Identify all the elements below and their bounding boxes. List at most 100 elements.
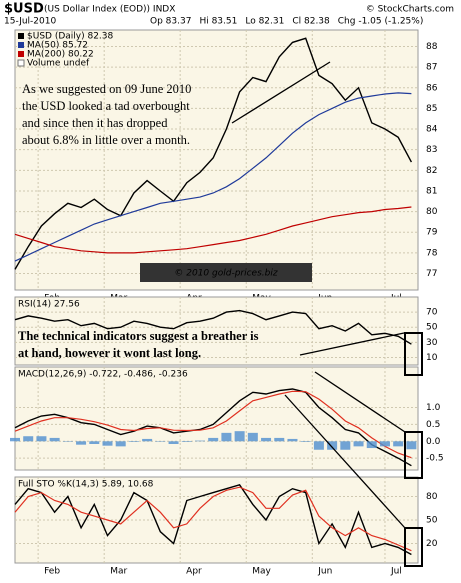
annotation-lines bbox=[231, 61, 423, 567]
annotation: at hand, however it wont last long. bbox=[18, 346, 201, 360]
legend-swatch bbox=[18, 51, 24, 57]
y-tick-label: 83 bbox=[426, 145, 437, 155]
y-tick-label: 79 bbox=[426, 228, 438, 238]
y-tick-label: 30 bbox=[426, 338, 438, 348]
series-line bbox=[14, 92, 412, 262]
x-tick-label: Apr bbox=[186, 567, 202, 577]
histogram-bar bbox=[115, 441, 126, 447]
panel-title: MACD(12,26,9) -0.722, -0.486, -0.236 bbox=[18, 370, 188, 380]
y-tick-label: 86 bbox=[426, 83, 438, 93]
histogram-bar bbox=[221, 432, 232, 442]
symbol: $USD bbox=[4, 2, 44, 17]
histogram-bar bbox=[261, 437, 272, 442]
histogram-bar bbox=[300, 441, 311, 442]
y-tick-label: 85 bbox=[426, 104, 437, 114]
series-line bbox=[14, 309, 412, 345]
histogram-bar bbox=[62, 441, 73, 442]
histogram-bar bbox=[181, 441, 192, 442]
y-tick-label: 80 bbox=[426, 207, 438, 217]
pointer-line bbox=[284, 394, 406, 529]
series-line bbox=[14, 483, 412, 556]
highlight-box bbox=[404, 527, 423, 567]
legend-label: Volume undef bbox=[27, 59, 90, 69]
y-tick-label: 1.0 bbox=[426, 403, 441, 413]
quote-field: Chg -1.05 (-1.25%) bbox=[338, 17, 424, 27]
series-line bbox=[14, 390, 412, 459]
quote-field: Hi 83.51 bbox=[199, 17, 237, 27]
panel: 70 50 30 10 RSI(14) 27.56 The technical indic… bbox=[14, 296, 438, 366]
copyright: © 2010 gold-prices.biz bbox=[174, 269, 277, 279]
histogram-bar bbox=[168, 441, 179, 444]
highlight-box bbox=[404, 431, 423, 479]
y-tick-label: 50 bbox=[426, 323, 438, 333]
annotation: The technical indicators suggest a breat… bbox=[18, 329, 259, 343]
date: 15-Jul-2010 bbox=[4, 17, 56, 27]
y-tick-label: 0.5 bbox=[426, 420, 440, 430]
trend-line bbox=[231, 61, 331, 124]
legend-label: MA(50) 85.72 bbox=[27, 41, 88, 51]
quote-field: Lo 82.31 bbox=[245, 17, 284, 27]
subtitle: (US Dollar Index (EOD)) INDX bbox=[44, 5, 175, 15]
histogram-bar bbox=[49, 437, 60, 442]
histogram-bar bbox=[366, 441, 377, 449]
histogram-bar bbox=[89, 441, 100, 444]
histogram-bar bbox=[247, 432, 258, 442]
quote: Op 83.37 Hi 83.51 Lo 82.31 Cl 82.38 Chg -1.0… bbox=[150, 17, 423, 27]
histogram-bar bbox=[406, 441, 417, 450]
series-line bbox=[14, 206, 412, 254]
pointer-line bbox=[314, 371, 406, 433]
y-tick-label: 77 bbox=[426, 269, 437, 279]
histogram-bar bbox=[327, 441, 338, 450]
histogram-bar bbox=[76, 441, 87, 445]
legend-swatch bbox=[18, 42, 24, 48]
y-tick-label: -0.5 bbox=[426, 454, 444, 464]
series-line bbox=[14, 486, 412, 552]
histogram-bar bbox=[102, 441, 113, 446]
y-tick-label: 82 bbox=[426, 166, 437, 176]
histogram-bar bbox=[36, 436, 47, 442]
rsi-trend-line bbox=[299, 332, 405, 356]
histogram-bar bbox=[23, 436, 34, 442]
y-tick-label: 20 bbox=[426, 539, 438, 549]
x-tick-label: May bbox=[252, 567, 271, 577]
panel-bg bbox=[14, 29, 419, 291]
x-tick-label: Jul bbox=[390, 567, 402, 577]
y-tick-label: 0.0 bbox=[426, 437, 441, 447]
annotation: the USD looked a tad overbought bbox=[22, 99, 190, 113]
legend-swatch bbox=[17, 59, 25, 67]
quote-field: Cl 82.38 bbox=[292, 17, 330, 27]
quote-field: Op 83.37 bbox=[150, 17, 191, 27]
y-tick-label: 84 bbox=[426, 125, 438, 135]
legend-label: $USD (Daily) 82.38 bbox=[27, 32, 114, 42]
y-tick-label: 70 bbox=[426, 308, 438, 318]
highlight-box bbox=[404, 332, 423, 376]
panel: 1.0 0.5 0.0 -0.5 MACD(12,26,9) -0.722, -0.48… bbox=[10, 366, 444, 471]
panel-title: RSI(14) 27.56 bbox=[18, 300, 80, 310]
histogram-bar bbox=[353, 441, 364, 447]
series-line bbox=[14, 37, 413, 270]
series-line bbox=[14, 388, 412, 467]
histogram-bar bbox=[287, 438, 298, 442]
y-tick-label: 10 bbox=[426, 353, 438, 363]
y-tick-label: 87 bbox=[426, 63, 437, 73]
y-tick-label: 50 bbox=[426, 516, 438, 526]
x-tick-label: Feb bbox=[44, 567, 60, 577]
histogram-bar bbox=[142, 438, 153, 442]
histogram-bar bbox=[274, 437, 285, 442]
panel: FebMarAprMayJunJul7778798081828384858687… bbox=[14, 29, 438, 304]
histogram-bar bbox=[10, 437, 20, 442]
copyright-bg bbox=[140, 263, 312, 282]
histogram-bar bbox=[155, 441, 166, 442]
panels: Feb Mar Apr May Jun Jul 77 78 79 80 81 82 83 84 85 86 87… bbox=[10, 29, 444, 577]
histogram-bar bbox=[340, 441, 351, 450]
y-tick-label: 80 bbox=[426, 492, 438, 502]
histogram-bar bbox=[194, 440, 205, 442]
source: © StockCharts.com bbox=[366, 5, 454, 15]
histogram-bar bbox=[393, 441, 404, 447]
panel-bg bbox=[14, 296, 419, 366]
annotation: As we suggested on 09 June 2010 bbox=[22, 82, 191, 96]
y-tick-label: 88 bbox=[426, 42, 438, 52]
panel-title: Full STO %K(14,3) 5.89, 10.68 bbox=[18, 480, 154, 490]
histogram-bar bbox=[128, 441, 139, 442]
